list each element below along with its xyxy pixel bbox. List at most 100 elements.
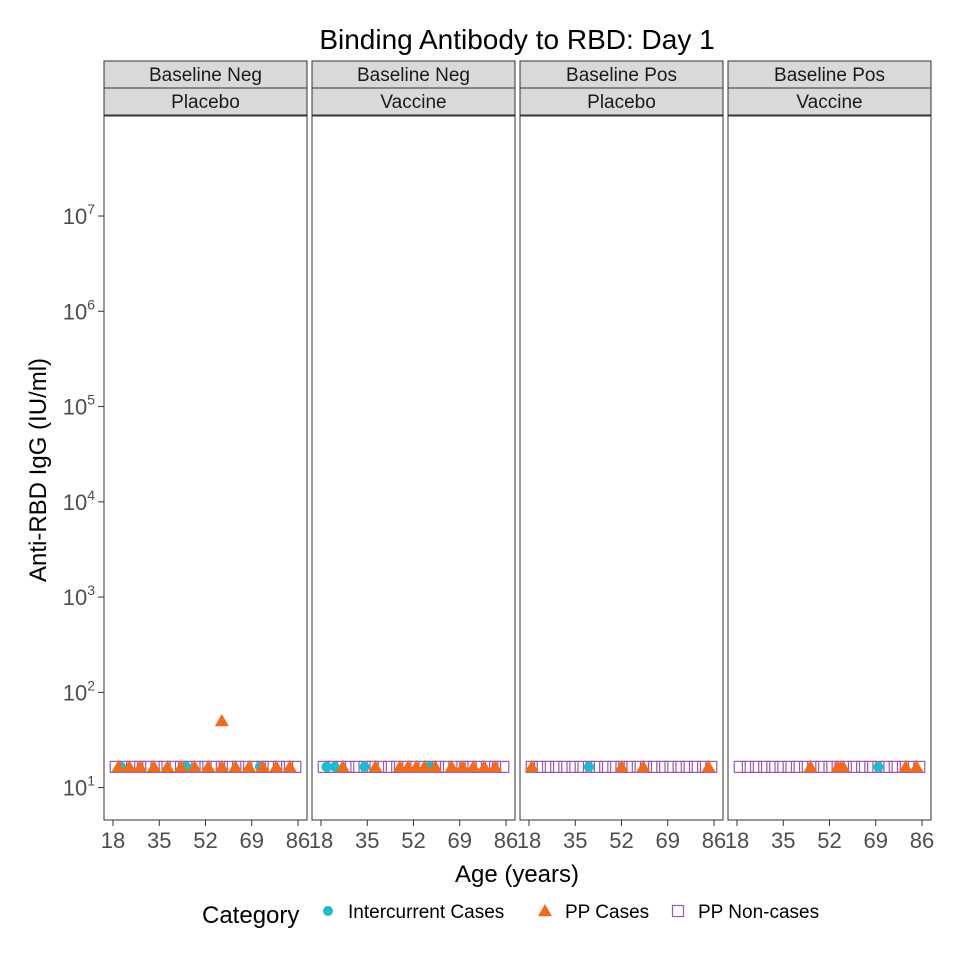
x-tick-label: 69 [656, 828, 680, 853]
x-tick-label: 69 [448, 828, 472, 853]
data-point-square [741, 760, 754, 773]
data-point-triangle [417, 759, 432, 773]
x-tick-label: 52 [401, 828, 425, 853]
legend-title: Category [202, 902, 299, 929]
panel-area [103, 115, 308, 821]
x-axis-title: Age (years) [455, 861, 579, 888]
data-point-triangle [122, 759, 137, 773]
data-point-triangle [242, 759, 257, 773]
y-tick-label: 106 [63, 296, 95, 324]
y-tick-label: 105 [63, 392, 95, 420]
data-point-triangle [160, 759, 175, 773]
x-tick-label: 35 [771, 828, 795, 853]
data-point-triangle [614, 759, 629, 773]
facet-panels: Baseline Neg Placebo 18 35 52 69 86 Baseline Ne… [101, 60, 934, 853]
y-tick-label: 107 [63, 201, 95, 229]
data-point-triangle [444, 759, 459, 773]
series-intercurrent-cases [321, 761, 435, 772]
data-point-square [688, 760, 702, 773]
strip-top-box [727, 60, 932, 89]
x-tick-label: 52 [609, 828, 633, 853]
y-tick-label: 102 [63, 677, 95, 705]
facet-panel: Baseline Neg Placebo 18 35 52 69 86 [101, 60, 310, 853]
data-point-triangle [898, 759, 913, 773]
data-point-triangle [803, 759, 818, 773]
data-point-triangle [269, 759, 284, 773]
series-pp-non-cases [733, 760, 926, 773]
x-tick-label: 52 [193, 828, 217, 853]
data-point-square [672, 760, 685, 773]
data-point-square [671, 904, 685, 918]
data-point-triangle [909, 759, 924, 773]
data-point-square [872, 760, 885, 773]
data-point-triangle [335, 759, 350, 773]
strip-bottom-box [103, 87, 308, 116]
strip-top-label: Baseline Pos [774, 65, 885, 86]
data-point-triangle [201, 759, 216, 773]
data-point-circle [321, 761, 332, 772]
data-point-square [382, 760, 396, 773]
data-point-square [582, 760, 595, 773]
data-point-triangle [133, 759, 148, 773]
series-pp-cases [524, 759, 716, 773]
data-point-triangle [466, 759, 481, 773]
legend: Category Intercurrent Cases PP Cases PP No… [202, 902, 819, 929]
x-tick-label: 18 [725, 828, 749, 853]
data-point-square [815, 760, 828, 773]
data-point-triangle [428, 759, 443, 773]
data-point-square [774, 760, 787, 773]
x-tick-label: 86 [286, 828, 310, 853]
panel-area [727, 115, 932, 821]
data-point-triangle [146, 759, 161, 773]
data-point-square [358, 760, 371, 773]
data-point-square [856, 760, 869, 773]
y-axis-title: Anti-RBD IgG (IU/ml) [25, 358, 52, 582]
legend-entry: PP Non-cases [671, 902, 819, 923]
strip-bottom-label: Vaccine [380, 92, 446, 113]
data-point-triangle [187, 759, 202, 773]
data-point-square [733, 760, 746, 773]
strip-top-box [311, 60, 516, 89]
facet-panel: Baseline Pos Placebo 18 35 52 69 86 [517, 60, 726, 853]
data-point-square [749, 760, 763, 773]
data-point-triangle [368, 759, 383, 773]
legend-entry: Intercurrent Cases [323, 902, 504, 923]
data-point-triangle [836, 759, 851, 773]
y-tick-label: 103 [63, 582, 95, 610]
data-point-triangle [701, 759, 716, 773]
data-point-square [656, 760, 669, 773]
panel-area [311, 115, 516, 821]
y-tick-label: 104 [63, 487, 95, 515]
data-point-triangle [282, 759, 297, 773]
strip-top-box [103, 60, 308, 89]
data-point-square [680, 760, 693, 773]
data-point-triangle [255, 759, 270, 773]
y-axis: 101 102 103 104 105 106 107 [63, 201, 104, 801]
data-point-square [758, 760, 771, 773]
x-tick-label: 35 [355, 828, 379, 853]
data-point-square [847, 760, 861, 773]
x-tick-label: 69 [864, 828, 888, 853]
x-tick-label: 86 [702, 828, 726, 853]
strip-bottom-label: Placebo [587, 92, 656, 113]
x-tick-label: 35 [147, 828, 171, 853]
x-tick-label: 69 [240, 828, 264, 853]
data-point-square [566, 760, 579, 773]
data-point-circle [323, 906, 333, 916]
data-point-square [888, 760, 901, 773]
strip-top-label: Baseline Pos [566, 65, 677, 86]
strip-top-label: Baseline Neg [357, 65, 470, 86]
data-point-triangle [228, 759, 243, 773]
data-point-square [790, 760, 803, 773]
facet-panel: Baseline Neg Vaccine 18 35 52 69 86 [309, 60, 518, 853]
x-tick-label: 86 [910, 828, 934, 853]
strip-top-label: Baseline Neg [149, 65, 262, 86]
data-point-triangle [214, 714, 229, 727]
data-point-square [664, 760, 677, 773]
data-point-square [766, 760, 779, 773]
data-point-square [782, 760, 795, 773]
strip-bottom-box [519, 87, 724, 116]
strip-bottom-label: Placebo [171, 92, 240, 113]
data-point-circle [873, 761, 884, 772]
data-point-square [558, 760, 571, 773]
